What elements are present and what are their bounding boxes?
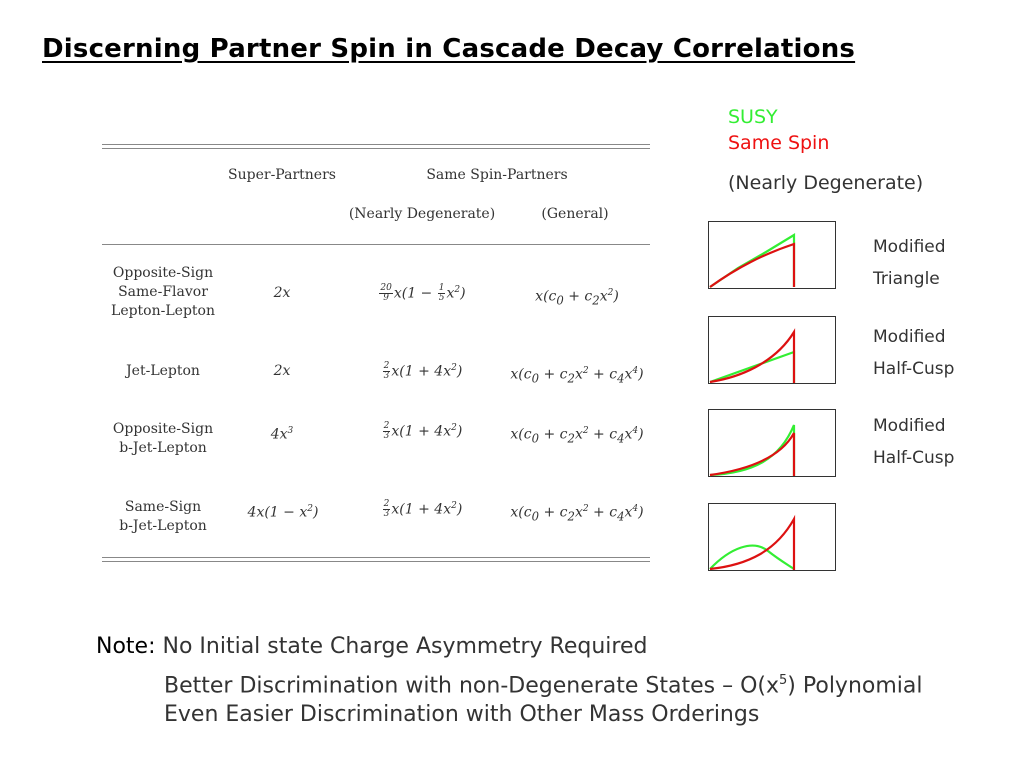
cell-formula: 2 3 x(1 + 4x2) [382, 361, 463, 382]
cell-formula: 2x [273, 285, 291, 301]
cell-formula: 2 3 x(1 + 4x2) [382, 499, 463, 520]
plot-label-1: Modified Triangle [873, 237, 946, 289]
plot-label-3: Modified Half-Cusp [873, 416, 955, 468]
correlation-table: Super-Partners Same Spin-Partners (Nearl… [102, 140, 650, 565]
cell-formula: x(c0 + c2x2) [535, 288, 619, 308]
plot-cusp-4 [708, 503, 836, 571]
cell-formula: 20 9 x(1 − 1 5 x2) [379, 283, 466, 304]
table-bottom-rule [102, 557, 650, 558]
note-block: Note: No Initial state Charge Asymmetry … [96, 630, 923, 727]
row-label: Same-Sign b-Jet-Lepton [119, 499, 207, 534]
plot-half-cusp-2 [708, 409, 836, 477]
header-same-spin: Same Spin-Partners [426, 167, 568, 183]
plot-triangle [708, 221, 836, 289]
legend-nearly-degenerate: (Nearly Degenerate) [728, 172, 924, 194]
cell-formula: x(c0 + c2x2 + c4x4) [510, 366, 644, 386]
table-bottom-rule-2 [102, 561, 650, 562]
slide-title: Discerning Partner Spin in Cascade Decay… [42, 34, 856, 64]
legend-same-spin: Same Spin [728, 132, 830, 154]
cell-formula: 4x(1 − x2) [247, 504, 319, 521]
cell-formula: x(c0 + c2x2 + c4x4) [510, 426, 644, 446]
subheader-general: (General) [541, 206, 609, 222]
cell-formula: 2 3 x(1 + 4x2) [382, 421, 463, 442]
table-top-rule-2 [102, 148, 650, 149]
table-header-rule [102, 244, 650, 245]
cell-formula: 2x [273, 363, 291, 379]
note-line-2: Better Discrimination with non-Degenerat… [164, 673, 923, 699]
legend: SUSY Same Spin [728, 104, 829, 156]
legend-susy: SUSY [728, 106, 778, 128]
plot-half-cusp-1 [708, 316, 836, 384]
table-top-rule [102, 144, 650, 145]
cell-formula: x(c0 + c2x2 + c4x4) [510, 504, 644, 524]
note-line-3: Even Easier Discrimination with Other Ma… [164, 702, 760, 727]
header-super-partners: Super-Partners [228, 167, 336, 183]
note-line-1: No Initial state Charge Asymmetry Requir… [162, 634, 648, 659]
row-label: Opposite-Sign b-Jet-Lepton [112, 421, 214, 456]
row-label: Opposite-Sign Same-Flavor Lepton-Lepton [111, 265, 215, 319]
plot-label-2: Modified Half-Cusp [873, 327, 955, 379]
subheader-nearly-degenerate: (Nearly Degenerate) [348, 206, 496, 222]
note-heading: Note: [96, 634, 156, 659]
cell-formula: 4x3 [270, 426, 294, 443]
row-label: Jet-Lepton [126, 363, 200, 379]
